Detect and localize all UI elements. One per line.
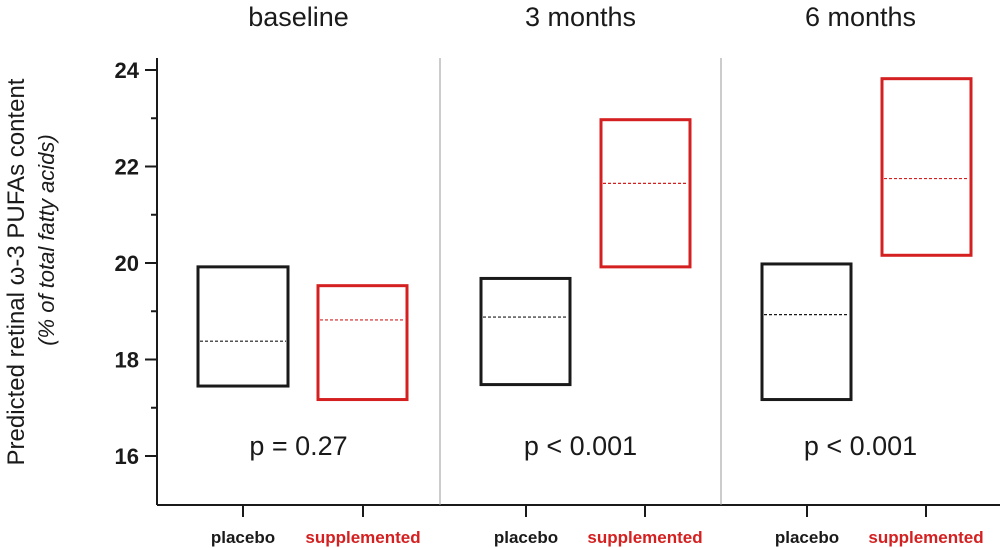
category-label-supplemented: supplemented	[868, 528, 983, 547]
y-axis-subtitle: (% of total fatty acids)	[34, 134, 59, 346]
category-label-supplemented: supplemented	[305, 528, 420, 547]
group-title: 3 months	[525, 2, 636, 32]
box-placebo	[196, 265, 290, 388]
group-1: 3 months p < 0.001 placebo supplemented	[479, 2, 703, 547]
y-tick-label: 18	[115, 348, 139, 373]
category-label-supplemented: supplemented	[587, 528, 702, 547]
category-label-placebo: placebo	[775, 528, 839, 547]
y-axis-title-group: Predicted retinal ω-3 PUFAs content (% o…	[3, 78, 59, 465]
box-supplemented	[880, 77, 973, 257]
box-supplemented	[599, 118, 692, 269]
group-2: 6 months p < 0.001 placebo supplemented	[760, 2, 984, 547]
y-tick-label: 20	[115, 251, 139, 276]
group-0: baseline p = 0.27 placebo supplemented	[196, 2, 421, 547]
y-tick-label: 16	[115, 444, 139, 469]
p-value: p = 0.27	[249, 431, 347, 461]
box-supplemented	[316, 284, 409, 402]
box-placebo	[479, 276, 572, 387]
group-title: baseline	[248, 2, 349, 32]
p-value: p < 0.001	[524, 431, 637, 461]
group-title: 6 months	[805, 2, 916, 32]
y-tick-label: 24	[115, 58, 140, 83]
category-label-placebo: placebo	[211, 528, 275, 547]
p-value: p < 0.001	[804, 431, 917, 461]
category-label-placebo: placebo	[494, 528, 558, 547]
y-axis-title: Predicted retinal ω-3 PUFAs content	[3, 78, 30, 465]
axes: 16 18 20 22 24	[115, 58, 1000, 506]
box-placebo	[760, 262, 853, 402]
y-tick-label: 22	[115, 155, 139, 180]
